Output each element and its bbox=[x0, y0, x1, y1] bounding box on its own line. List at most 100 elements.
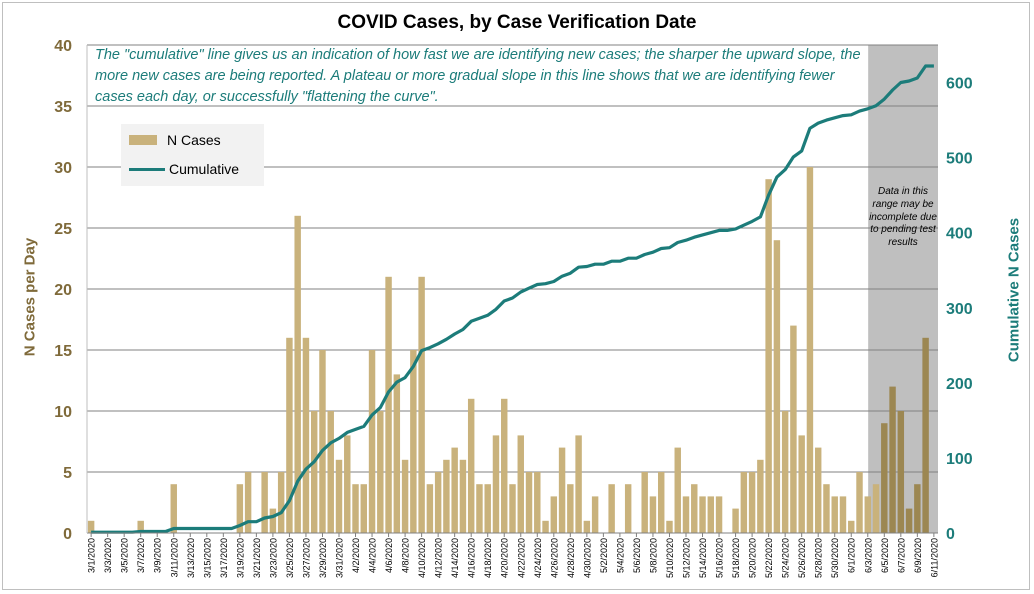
x-tick-label: 4/24/2020 bbox=[533, 538, 543, 578]
bar-n-cases bbox=[748, 472, 756, 533]
bar-n-cases bbox=[492, 435, 500, 533]
bar-n-cases bbox=[897, 411, 905, 533]
bar-n-cases bbox=[740, 472, 748, 533]
bar-n-cases bbox=[352, 484, 359, 533]
x-tick-label: 5/24/2020 bbox=[781, 538, 791, 578]
bar-n-cases bbox=[302, 337, 310, 533]
x-tick-label: 5/26/2020 bbox=[797, 538, 807, 578]
bar-n-cases bbox=[641, 472, 648, 533]
bar-n-cases bbox=[434, 472, 442, 533]
y-tick-label-left: 40 bbox=[54, 38, 72, 55]
bar-n-cases bbox=[443, 459, 450, 533]
y-tick-label-right: 400 bbox=[946, 226, 973, 243]
bar-n-cases bbox=[773, 240, 781, 533]
legend-swatch-line bbox=[129, 167, 165, 171]
x-tick-label: 3/5/2020 bbox=[120, 538, 130, 573]
bar-n-cases bbox=[881, 423, 888, 533]
x-tick-label: 6/1/2020 bbox=[847, 538, 857, 573]
x-tick-label: 4/10/2020 bbox=[417, 538, 427, 578]
bar-n-cases bbox=[467, 398, 475, 533]
shaded-region-note: Data in this range may be incomplete due… bbox=[869, 186, 937, 249]
x-tick-label: 4/20/2020 bbox=[500, 538, 510, 578]
bar-n-cases bbox=[137, 520, 144, 533]
axis-layer: 051015202530354001002003004005006003/1/2… bbox=[54, 38, 973, 578]
bar-n-cases bbox=[418, 276, 425, 533]
x-tick-label: 4/14/2020 bbox=[450, 538, 460, 578]
x-tick-label: 5/4/2020 bbox=[615, 538, 625, 573]
y-tick-label-right: 0 bbox=[946, 526, 955, 543]
bar-n-cases bbox=[550, 496, 558, 533]
bar-n-cases bbox=[624, 484, 632, 533]
bar-n-cases bbox=[294, 215, 301, 534]
x-tick-label: 3/3/2020 bbox=[103, 538, 113, 573]
y-tick-label-right: 100 bbox=[946, 451, 973, 468]
cumulative-annotation: The "cumulative" line gives us an indica… bbox=[95, 47, 861, 105]
bar-n-cases bbox=[839, 496, 847, 533]
bar-n-cases bbox=[682, 496, 690, 533]
bar-n-cases bbox=[715, 496, 723, 533]
bar-n-cases bbox=[831, 496, 838, 533]
y-tick-label-right: 500 bbox=[946, 151, 973, 168]
legend-label-n-cases: N Cases bbox=[167, 132, 221, 148]
x-tick-label: 5/14/2020 bbox=[698, 538, 708, 578]
legend-swatch-bar bbox=[129, 135, 157, 145]
bar-n-cases bbox=[905, 508, 913, 533]
y-tick-label-right: 600 bbox=[946, 76, 973, 93]
bar-n-cases bbox=[674, 447, 681, 533]
bar-layer bbox=[87, 167, 929, 534]
y-tick-label-left: 15 bbox=[54, 343, 72, 360]
y-axis-right-label: Cumulative N Cases bbox=[1005, 217, 1023, 363]
legend-label-cumulative: Cumulative bbox=[169, 161, 240, 177]
bar-n-cases bbox=[806, 167, 814, 533]
x-tick-label: 6/5/2020 bbox=[880, 538, 890, 573]
x-tick-label: 6/7/2020 bbox=[896, 538, 906, 573]
bar-n-cases bbox=[368, 350, 376, 533]
y-tick-label-left: 5 bbox=[63, 465, 72, 482]
bar-n-cases bbox=[393, 374, 401, 533]
x-tick-label: 4/16/2020 bbox=[467, 538, 477, 578]
bar-n-cases bbox=[401, 459, 409, 533]
x-tick-label: 3/21/2020 bbox=[252, 538, 262, 578]
x-tick-label: 3/11/2020 bbox=[169, 538, 179, 577]
bar-n-cases bbox=[781, 411, 789, 533]
bar-n-cases bbox=[310, 411, 318, 533]
bar-n-cases bbox=[872, 484, 880, 533]
bar-n-cases bbox=[236, 484, 244, 533]
x-tick-label: 4/26/2020 bbox=[549, 538, 559, 578]
x-tick-label: 3/17/2020 bbox=[219, 538, 229, 578]
bar-n-cases bbox=[87, 520, 95, 533]
x-tick-label: 5/18/2020 bbox=[731, 538, 741, 578]
x-tick-label: 4/8/2020 bbox=[401, 538, 411, 573]
bar-n-cases bbox=[277, 472, 285, 533]
cumulative-line bbox=[91, 64, 934, 534]
x-tick-label: 3/27/2020 bbox=[301, 538, 311, 578]
x-tick-label: 5/8/2020 bbox=[649, 538, 659, 573]
x-tick-label: 4/18/2020 bbox=[483, 538, 493, 578]
x-tick-label: 4/2/2020 bbox=[351, 538, 361, 573]
legend: N Cases Cumulative bbox=[121, 124, 264, 186]
bar-n-cases bbox=[542, 520, 549, 533]
x-tick-label: 4/28/2020 bbox=[566, 538, 576, 578]
bar-n-cases bbox=[261, 472, 268, 533]
bar-n-cases bbox=[319, 350, 326, 533]
x-tick-label: 3/15/2020 bbox=[202, 538, 212, 578]
bar-n-cases bbox=[327, 411, 334, 533]
x-tick-label: 5/20/2020 bbox=[748, 538, 758, 578]
bar-n-cases bbox=[583, 520, 591, 533]
x-tick-label: 5/16/2020 bbox=[715, 538, 725, 578]
x-tick-label: 3/9/2020 bbox=[153, 538, 163, 573]
legend-item-cumulative: Cumulative bbox=[129, 161, 239, 177]
y-tick-label-left: 30 bbox=[54, 160, 72, 177]
bar-n-cases bbox=[691, 484, 698, 533]
bar-n-cases bbox=[666, 520, 673, 533]
bar-n-cases bbox=[509, 484, 516, 533]
x-tick-label: 3/19/2020 bbox=[235, 538, 245, 578]
bar-n-cases bbox=[567, 484, 574, 533]
bar-n-cases bbox=[922, 337, 929, 533]
x-tick-label: 5/6/2020 bbox=[632, 538, 642, 573]
x-tick-label: 4/12/2020 bbox=[434, 538, 444, 578]
x-tick-label: 3/7/2020 bbox=[136, 538, 146, 573]
bar-n-cases bbox=[889, 386, 896, 533]
chart-title: COVID Cases, by Case Verification Date bbox=[337, 12, 697, 33]
bar-n-cases bbox=[534, 472, 541, 533]
